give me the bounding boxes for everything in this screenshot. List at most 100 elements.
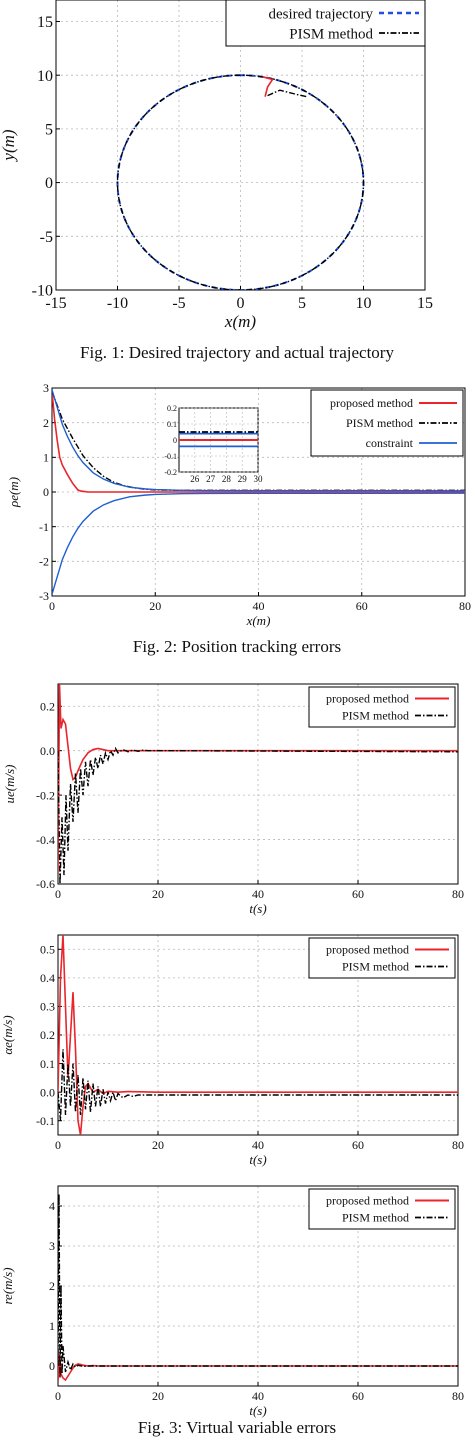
fig2-ytick-label-3: 0 — [43, 485, 49, 499]
fig3b-ytick-label-4: 0.3 — [40, 1000, 55, 1014]
fig3b-series-0 — [58, 935, 458, 1135]
fig1-xtick-label-4: 5 — [298, 295, 306, 312]
fig3a-xlabel: t(s) — [249, 901, 266, 916]
fig3c-legend — [308, 1188, 456, 1230]
fig2-ytick-label-5: 2 — [43, 416, 49, 430]
fig1-series-1 — [116, 74, 365, 290]
fig3c-xtick-label-1: 20 — [152, 1389, 164, 1403]
fig2-ytick-label-4: 1 — [43, 451, 49, 465]
fig3b-xtick-label-1: 20 — [152, 1138, 164, 1152]
fig3b-xtick-label-2: 40 — [252, 1138, 264, 1152]
fig3b-ytick-label-3: 0.2 — [40, 1028, 55, 1042]
fig1-legend — [225, 0, 426, 47]
fig2-xtick-label-1: 20 — [149, 599, 161, 613]
fig3a-xtick-label-0: 0 — [55, 887, 61, 901]
fig3a-xtick-label-2: 40 — [252, 887, 264, 901]
fig1-xtick-label-1: -10 — [107, 295, 128, 312]
fig3c-series-1 — [58, 1193, 458, 1379]
fig3c-legend-label-1: PISM method — [342, 1211, 409, 1225]
fig3c-xtick-label-2: 40 — [252, 1389, 264, 1403]
fig2-ytick-label-6: 3 — [43, 381, 49, 395]
fig1-ytick-label-4: 10 — [37, 68, 53, 85]
fig3c-xlabel: t(s) — [249, 1403, 266, 1418]
fig3b-xtick-label-4: 80 — [452, 1138, 464, 1152]
fig2-series-0 — [52, 391, 465, 493]
fig3a-ytick-label-2: -0.2 — [36, 788, 55, 802]
fig3a-series-0 — [58, 684, 458, 873]
fig2-series-3 — [52, 492, 465, 595]
fig3b-ytick-label-1: 0.0 — [40, 1085, 55, 1099]
fig1-ytick-label-1: -5 — [40, 229, 53, 246]
fig3c-ylabel: re(m/s) — [0, 1267, 15, 1304]
fig3b-legend-label-0: proposed method — [326, 943, 409, 957]
fig3b-xtick-label-0: 0 — [55, 1138, 61, 1152]
fig3b-legend-label-1: PISM method — [342, 960, 409, 974]
fig2-inset-xtick-label-1: 27 — [206, 474, 216, 484]
fig3b-series-1 — [58, 1049, 458, 1121]
fig3c-ytick-label-4: 4 — [49, 1199, 55, 1213]
fig2-series-2 — [52, 389, 465, 492]
fig3-caption: Fig. 3: Virtual variable errors — [137, 1418, 337, 1437]
fig2-legend-label-1: PISM method — [346, 416, 413, 430]
fig3c-ytick-label-1: 1 — [49, 1319, 55, 1333]
fig1-xtick-label-6: 15 — [417, 295, 433, 312]
fig1-series-1-start — [267, 89, 308, 98]
fig3a-chart: 0 20 40 60 80 -0.6 -0.4 -0.2 0.0 0.2 t(s) ue(m/s) pr… — [2, 683, 464, 916]
fig3b-ytick-label-6: 0.5 — [40, 942, 55, 956]
fig3b-ytick-label-2: 0.1 — [40, 1057, 55, 1071]
fig1-legend-label-1: PISM method — [289, 26, 373, 42]
fig2-legend-label-0: proposed method — [330, 396, 413, 410]
fig1-series-2 — [262, 76, 274, 97]
fig2-ylabel: ρe(m) — [6, 477, 21, 508]
fig3a-xtick-label-4: 80 — [452, 887, 464, 901]
fig2-legend — [310, 389, 464, 457]
fig3c-chart: 0 20 40 60 80 0 1 2 3 4 t(s) re(m/s) proposed method… — [0, 1185, 464, 1418]
fig3b-ytick-label-0: -0.1 — [36, 1114, 55, 1128]
fig3b-legend — [308, 937, 456, 979]
fig3c-xtick-label-3: 60 — [352, 1389, 364, 1403]
fig3a-legend-label-1: PISM method — [342, 709, 409, 723]
fig1-xtick-label-2: -5 — [172, 295, 185, 312]
fig2-inset-ytick-label-0: -0.2 — [164, 468, 177, 477]
fig2-inset-ytick-label-2: 0 — [173, 436, 177, 445]
fig2-xlabel: x(m) — [246, 613, 271, 628]
fig3a-ylabel: ue(m/s) — [2, 765, 17, 804]
fig1-ylabel: y(m) — [0, 129, 18, 162]
fig1-xtick-label-0: -15 — [45, 295, 66, 312]
fig3a-legend — [308, 686, 456, 728]
fig3b-xlabel: t(s) — [249, 1152, 266, 1167]
fig3b-chart: 0 20 40 60 80 -0.1 0.0 0.1 0.2 0.3 0.4 0.5 t(s) αe(m/… — [0, 934, 464, 1167]
fig2-ytick-label-1: -2 — [39, 555, 49, 569]
fig3c-ytick-label-0: 0 — [49, 1359, 55, 1373]
fig2-inset-ytick-label-4: 0.2 — [167, 404, 177, 413]
fig2-xtick-label-4: 80 — [459, 599, 471, 613]
fig1-xtick-label-3: 0 — [237, 295, 245, 312]
fig2-inset-xtick-label-4: 30 — [254, 474, 264, 484]
fig1-ytick-label-5: 15 — [37, 14, 53, 31]
fig2-xtick-label-0: 0 — [49, 599, 55, 613]
fig2-inset-xtick-label-0: 26 — [190, 474, 200, 484]
fig1-chart: -15 -10 -5 0 5 10 15-10-5051015x(m)y(m)desired… — [0, 0, 433, 331]
fig1-ytick-label-3: 5 — [45, 121, 53, 138]
fig3c-ytick-label-3: 3 — [49, 1239, 55, 1253]
fig1-xtick-label-5: 10 — [356, 295, 372, 312]
fig1-legend-label-0: desired trajectory — [268, 6, 373, 22]
fig3a-ytick-label-0: -0.6 — [36, 877, 55, 891]
fig3a-series-1 — [58, 746, 458, 884]
fig3a-xtick-label-1: 20 — [152, 887, 164, 901]
fig1-caption: Fig. 1: Desired trajectory and actual tr… — [80, 343, 394, 362]
fig3b-ylabel: αe(m/s) — [0, 1015, 15, 1054]
fig1-xlabel: x(m) — [224, 312, 256, 331]
fig2-caption: Fig. 2: Position tracking errors — [132, 637, 342, 656]
fig2-ytick-label-2: -1 — [39, 520, 49, 534]
fig3b-xtick-label-3: 60 — [352, 1138, 364, 1152]
fig3a-ytick-label-4: 0.2 — [40, 699, 55, 713]
fig3c-legend-label-0: proposed method — [326, 1194, 409, 1208]
fig2-chart: 0 20 40 60 80 -3 -2 -1 0 1 2 3 x(m) ρe(m) proposed met… — [6, 381, 471, 628]
fig3c-xtick-label-0: 0 — [55, 1389, 61, 1403]
fig2-xtick-label-2: 40 — [253, 599, 265, 613]
fig2-inset-xtick-label-3: 29 — [238, 474, 248, 484]
fig2-inset-ytick-label-1: -0.1 — [164, 452, 177, 461]
fig1-ytick-label-0: -10 — [32, 283, 53, 300]
